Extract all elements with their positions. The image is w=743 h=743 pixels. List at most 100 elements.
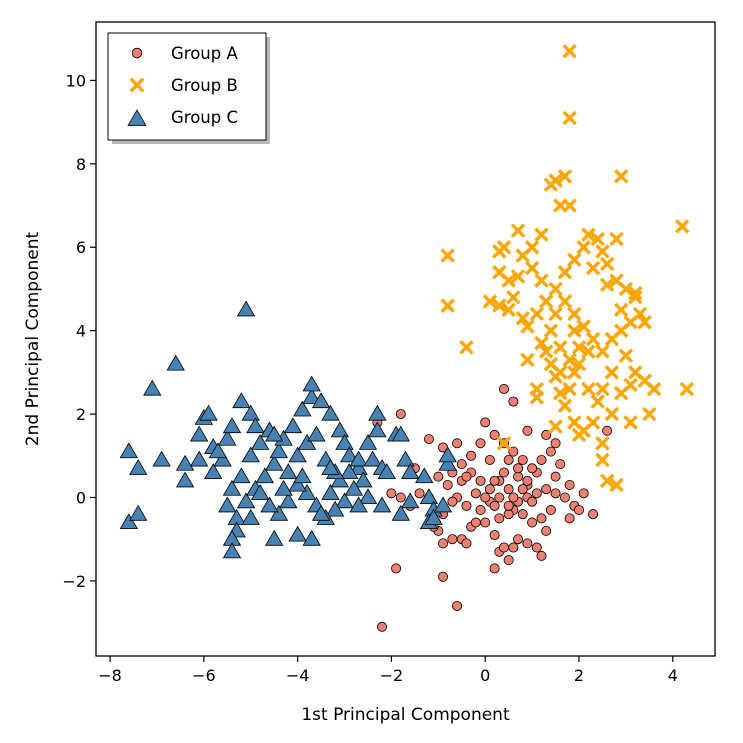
data-point — [503, 555, 514, 566]
data-point — [541, 525, 552, 536]
data-point — [538, 344, 554, 359]
data-point — [557, 169, 573, 184]
legend-items: Group A Group B Group C — [127, 44, 238, 127]
x-tick-label: 4 — [668, 666, 678, 685]
data-point — [335, 433, 354, 450]
data-point — [553, 365, 568, 380]
legend-label: Group C — [171, 108, 238, 127]
data-point — [438, 571, 449, 582]
data-point — [604, 365, 620, 380]
data-point — [344, 479, 364, 496]
data-point — [536, 454, 547, 465]
data-point — [520, 319, 535, 334]
data-point — [283, 417, 303, 434]
data-point — [508, 492, 519, 503]
data-point — [166, 354, 185, 371]
data-point — [456, 459, 467, 470]
data-point — [562, 381, 577, 397]
data-point — [599, 473, 615, 489]
data-point — [559, 492, 570, 503]
data-point — [522, 538, 533, 549]
data-point — [553, 340, 568, 355]
y-tick-label: 8 — [76, 155, 86, 174]
data-point — [265, 425, 284, 442]
data-point — [466, 450, 477, 461]
data-point — [368, 421, 387, 438]
x-tick-label: 2 — [574, 666, 584, 685]
data-point — [321, 404, 340, 421]
data-point — [241, 404, 260, 421]
data-point — [484, 484, 495, 495]
data-point — [400, 463, 420, 479]
data-point — [222, 417, 242, 434]
data-point — [557, 265, 573, 280]
data-point — [498, 384, 509, 395]
data-point — [325, 500, 345, 517]
data-point — [550, 438, 561, 449]
data-point — [175, 454, 195, 471]
data-point — [529, 390, 545, 405]
data-point — [442, 479, 453, 490]
data-point — [510, 223, 526, 238]
y-tick-label: 0 — [76, 489, 86, 508]
data-point — [222, 542, 242, 559]
data-point — [447, 496, 458, 507]
axis-ticks: −8 −6 −4 −2 0 2 4 −2 0 2 4 6 8 10 — [62, 71, 677, 685]
data-point — [489, 563, 500, 574]
data-point — [531, 488, 542, 499]
data-point — [368, 404, 387, 421]
data-point — [461, 500, 472, 511]
y-axis-label: 2nd Principal Component — [23, 232, 43, 447]
data-point — [475, 505, 486, 516]
data-point — [550, 471, 561, 482]
data-point — [562, 352, 577, 368]
data-point — [489, 530, 500, 541]
data-point — [595, 244, 610, 259]
data-point — [218, 496, 237, 513]
data-point — [354, 471, 373, 488]
data-point — [646, 381, 662, 397]
data-point — [522, 475, 533, 486]
data-point — [395, 492, 406, 503]
data-point — [129, 504, 148, 521]
data-point — [452, 600, 463, 611]
data-point — [632, 306, 648, 322]
data-point — [293, 400, 312, 417]
data-point — [438, 454, 457, 471]
data-point — [311, 392, 331, 409]
data-point — [557, 398, 573, 413]
data-point — [581, 344, 596, 359]
data-point — [534, 227, 549, 242]
data-point — [545, 505, 556, 516]
data-point — [279, 463, 298, 479]
data-point — [484, 454, 495, 465]
data-point — [599, 256, 615, 272]
data-point — [590, 394, 605, 409]
data-point — [119, 442, 139, 459]
data-point — [470, 488, 481, 499]
data-point — [213, 450, 232, 467]
data-point — [574, 505, 585, 516]
data-point — [513, 534, 524, 545]
data-point — [302, 375, 321, 392]
data-point — [232, 392, 251, 409]
data-point — [461, 471, 472, 482]
data-point — [609, 231, 624, 247]
data-point — [567, 306, 582, 322]
data-point — [674, 219, 690, 234]
data-point — [279, 492, 298, 509]
data-point — [459, 340, 474, 355]
data-point — [496, 240, 512, 255]
legend-label: Group B — [171, 76, 238, 95]
data-point — [618, 348, 634, 363]
data-point — [241, 446, 260, 463]
data-point — [311, 504, 331, 521]
data-point — [557, 294, 573, 309]
data-point — [222, 479, 242, 496]
data-point — [506, 290, 521, 305]
data-point — [548, 419, 563, 434]
data-point — [562, 110, 577, 126]
data-point — [602, 425, 613, 436]
data-point — [609, 477, 624, 493]
data-point — [581, 381, 596, 397]
